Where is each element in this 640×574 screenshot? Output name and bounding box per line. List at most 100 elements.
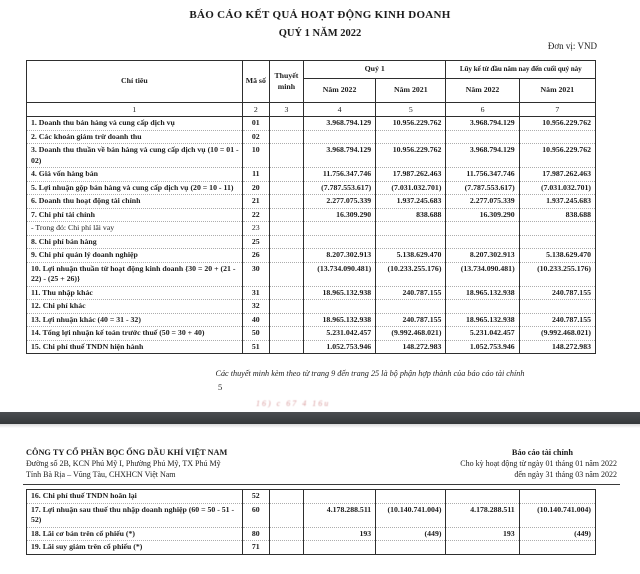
value-ytd-2021: 240.787.155 [518, 285, 597, 300]
row-note-ref [268, 540, 304, 554]
row-note-ref [268, 299, 304, 314]
value-q1-2022: 5.231.042.457 [302, 326, 377, 341]
value-q1-2021: (449) [375, 526, 447, 541]
row-code: 40 [241, 312, 270, 327]
row-note-ref [268, 207, 304, 222]
value-ytd-2022: (7.787.553.617) [445, 180, 520, 195]
row-note-ref [268, 116, 304, 131]
value-ytd-2021: (10.233.255.176) [518, 261, 597, 287]
row-label: 18. Lãi cơ bản trên cổ phiếu (*) [26, 526, 243, 541]
row-code: 20 [241, 180, 270, 195]
row-code: 23 [241, 221, 270, 236]
value-ytd-2021 [518, 234, 597, 249]
table-row: - Trong đó: Chi phí lãi vay 23 [26, 221, 597, 236]
header-year-row: Năm 2022 Năm 2021 Năm 2022 Năm 2021 [27, 78, 597, 103]
col-index-1: 1 [26, 102, 243, 117]
value-ytd-2022: 2.277.075.339 [445, 194, 520, 209]
row-code: 02 [241, 129, 270, 144]
page-number: 5 [218, 382, 223, 392]
value-ytd-2022: 3.968.794.129 [445, 116, 520, 131]
row-label: 7. Chi phí tài chính [26, 207, 243, 222]
row-note-ref [268, 234, 304, 249]
header-q1-2022: Năm 2022 [302, 78, 377, 103]
header-q1-2021: Năm 2021 [375, 78, 447, 103]
value-ytd-2021 [518, 489, 597, 504]
row-code: 11 [241, 167, 270, 182]
row-code: 71 [241, 540, 270, 554]
value-q1-2022: 2.277.075.339 [302, 194, 377, 209]
value-ytd-2022 [445, 489, 520, 504]
value-q1-2021 [375, 489, 447, 504]
row-note-ref [268, 221, 304, 236]
row-label: 6. Doanh thu hoạt động tài chính [26, 194, 243, 209]
table-row: 1. Doanh thu bán hàng và cung cấp dịch v… [26, 116, 597, 131]
value-q1-2022: 3.968.794.129 [302, 143, 377, 168]
header-index-row: 1 2 3 4 5 6 7 [26, 102, 597, 117]
row-note-ref [268, 339, 304, 354]
row-label: 19. Lãi suy giảm trên cổ phiếu (*) [26, 540, 243, 554]
value-q1-2021 [375, 540, 447, 554]
col-index-4: 4 [302, 102, 377, 117]
income-statement-rows: 1. Doanh thu bán hàng và cung cấp dịch v… [26, 116, 597, 354]
header-thuyet-minh: Thuyết minh [268, 60, 304, 103]
row-code: 60 [241, 502, 270, 528]
report-type-title: Báo cáo tài chính [511, 448, 573, 457]
value-q1-2022 [302, 234, 377, 249]
table-row: 12. Chi phí khác 32 [26, 299, 597, 314]
report-title: BÁO CÁO KẾT QUẢ HOẠT ĐỘNG KINH DOANH [189, 9, 451, 21]
table-row: 5. Lợi nhuận gộp bán hàng và cung cấp dị… [26, 180, 597, 195]
unit-label: Đơn vị: VND [547, 41, 597, 51]
row-label: 15. Chi phí thuế TNDN hiện hành [26, 339, 243, 354]
col-index-5: 5 [375, 102, 447, 117]
value-q1-2022: 193 [302, 526, 377, 541]
table-row: 13. Lợi nhuận khác (40 = 31 - 32) 40 18.96… [26, 312, 597, 327]
row-note-ref [268, 194, 304, 209]
value-ytd-2021: (9.992.468.021) [518, 326, 597, 341]
row-label: 10. Lợi nhuận thuần từ hoạt động kinh do… [26, 261, 243, 287]
value-ytd-2021: 10.956.229.762 [518, 116, 597, 131]
row-label: 8. Chi phí bán hàng [26, 234, 243, 249]
row-code: 10 [241, 143, 270, 168]
row-code: 31 [241, 285, 270, 300]
income-statement-table-grid: Chỉ tiêu Mã số Thuyết minh Quý 1 Lũy kế … [26, 60, 597, 354]
footnote: Các thuyết minh kèm theo từ trang 9 đến … [215, 369, 525, 378]
row-label: 14. Tổng lợi nhuận kế toán trước thuế (5… [26, 326, 243, 341]
value-ytd-2021: (449) [518, 526, 597, 541]
value-q1-2022: 18.965.132.938 [302, 285, 377, 300]
value-q1-2021: 240.787.155 [375, 312, 447, 327]
page-divider-bar [0, 412, 640, 424]
value-q1-2021 [375, 234, 447, 249]
value-ytd-2021: 10.956.229.762 [518, 143, 597, 168]
value-q1-2022: (7.787.553.617) [302, 180, 377, 195]
value-q1-2022: 16.309.290 [302, 207, 377, 222]
row-note-ref [268, 312, 304, 327]
value-ytd-2021: 1.937.245.683 [518, 194, 597, 209]
table-row: 11. Thu nhập khác 31 18.965.132.938 240.787… [26, 285, 597, 300]
row-code: 21 [241, 194, 270, 209]
value-q1-2022: 4.178.288.511 [302, 502, 377, 528]
table-row: 4. Giá vốn hàng bán 11 11.756.347.746 17.98… [26, 167, 597, 182]
row-code: 52 [241, 489, 270, 504]
row-code: 30 [241, 261, 270, 287]
value-q1-2021 [375, 221, 447, 236]
value-ytd-2021: 240.787.155 [518, 312, 597, 327]
value-q1-2021: 240.787.155 [375, 285, 447, 300]
table-row: 2. Các khoản giảm trừ doanh thu 02 [26, 129, 597, 144]
company-header-block: CÔNG TY CỔ PHẦN BỌC ỐNG DẦU KHÍ VIỆT NAM… [26, 447, 326, 480]
row-label: 16. Chi phí thuế TNDN hoãn lại [26, 489, 243, 504]
value-q1-2022 [302, 221, 377, 236]
row-note-ref [268, 180, 304, 195]
header-rule [23, 484, 620, 485]
table-row: 9. Chi phí quản lý doanh nghiệp 26 8.207.3… [26, 248, 597, 263]
row-note-ref [268, 502, 304, 528]
value-q1-2022: 8.207.302.913 [302, 248, 377, 263]
row-label: 13. Lợi nhuận khác (40 = 31 - 32) [26, 312, 243, 327]
row-code: 25 [241, 234, 270, 249]
row-note-ref [268, 129, 304, 144]
header-ytd-group: Lũy kế từ đầu năm nay đến cuối quý này [445, 60, 596, 79]
value-ytd-2021 [518, 299, 597, 314]
value-q1-2021: (10.233.255.176) [375, 261, 447, 287]
header-ma-so: Mã số [241, 60, 270, 103]
value-ytd-2022: 11.756.347.746 [445, 167, 520, 182]
